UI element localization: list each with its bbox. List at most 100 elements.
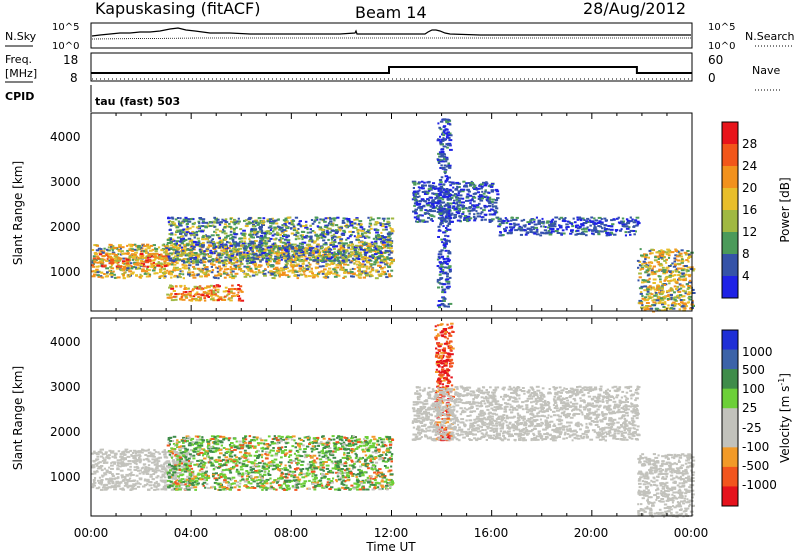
scatter-cell: [346, 220, 349, 223]
scatter-cell: [665, 258, 668, 261]
scatter-cell: [133, 256, 137, 259]
scatter-cell: [328, 253, 332, 256]
scatter-cell: [106, 454, 110, 457]
scatter-cell: [298, 267, 302, 270]
scatter-cell: [285, 274, 289, 277]
scatter-cell: [249, 267, 253, 270]
scatter-cell: [334, 271, 339, 274]
scatter-cell: [124, 271, 127, 274]
scatter-cell: [207, 290, 210, 292]
scatter-cell: [197, 267, 201, 270]
scatter-cell: [518, 225, 522, 228]
scatter-cell: [441, 241, 444, 244]
scatter-cell: [447, 228, 452, 231]
scatter-cell: [176, 471, 179, 474]
scatter-cell: [678, 252, 683, 255]
scatter-cell: [355, 236, 360, 239]
scatter-cell: [461, 201, 465, 204]
scatter-cell: [569, 222, 572, 225]
scatter-cell: [243, 219, 246, 222]
scatter-cell: [382, 228, 386, 231]
scatter-cell: [439, 191, 443, 194]
scatter-cell: [668, 274, 672, 277]
scatter-cell: [361, 233, 364, 236]
scatter-cell: [561, 232, 566, 235]
scatter-cell: [131, 258, 135, 261]
scatter-cell: [466, 189, 470, 192]
scatter-cell: [115, 267, 120, 270]
scatter-cell: [209, 259, 214, 262]
scatter-cell: [426, 204, 431, 207]
scatter-cell: [131, 486, 135, 489]
scatter-cell: [691, 268, 696, 271]
scatter-cell: [611, 225, 614, 228]
scatter-cell: [413, 202, 417, 205]
scatter-cell: [432, 205, 436, 208]
scatter-cell: [296, 274, 301, 277]
scatter-cell: [187, 260, 190, 263]
scatter-cell: [239, 256, 243, 259]
scatter-cell: [489, 185, 494, 188]
scatter-cell: [110, 259, 114, 262]
scatter-cell: [440, 148, 445, 151]
scatter-cell: [224, 218, 228, 221]
scatter-cell: [559, 225, 562, 228]
scatter-cell: [683, 302, 687, 305]
scatter-cell: [176, 248, 180, 250]
scatter-cell: [298, 248, 302, 251]
scatter-cell: [236, 294, 239, 297]
scatter-cell: [350, 272, 354, 275]
freq-label: Freq.: [5, 53, 32, 66]
power-panel: Slant Range [km] 4000 3000 2000 1000: [11, 112, 696, 313]
scatter-cell: [179, 232, 183, 235]
scatter-cell: [351, 257, 355, 260]
scatter-cell: [321, 270, 325, 273]
scatter-cell: [286, 239, 291, 242]
scatter-cell: [175, 226, 180, 229]
scatter-cell: [293, 246, 298, 249]
scatter-cell: [293, 252, 296, 255]
scatter-cell: [438, 306, 442, 309]
scatter-cell: [235, 265, 239, 268]
scatter-cell: [384, 249, 389, 252]
scatter-cell: [373, 250, 376, 253]
scatter-cell: [666, 298, 670, 300]
scatter-cell: [139, 273, 142, 276]
scatter-cell: [298, 260, 303, 263]
scatter-cell: [155, 486, 158, 489]
scatter-cell: [642, 260, 646, 263]
scatter-cell: [339, 247, 343, 249]
scatter-cell: [151, 248, 155, 251]
scatter-cell: [263, 235, 267, 238]
scatter-cell: [169, 224, 173, 227]
scatter-cell: [184, 293, 188, 296]
scatter-cell: [436, 204, 439, 207]
scatter-cell: [137, 244, 141, 247]
scatter-cell: [216, 258, 219, 261]
scatter-cell: [338, 242, 341, 244]
scatter-cell: [224, 256, 229, 259]
scatter-cell: [659, 262, 663, 265]
scatter-cell: [380, 235, 384, 237]
scatter-cell: [230, 254, 234, 257]
scatter-cell: [169, 237, 173, 240]
scatter-cell: [347, 259, 351, 262]
scatter-cell: [433, 215, 436, 218]
scatter-cell: [161, 479, 165, 482]
scatter-cell: [645, 293, 649, 296]
scatter-cell: [326, 217, 330, 220]
scatter-cell: [216, 291, 220, 294]
scatter-cell: [212, 248, 217, 250]
scatter-cell: [297, 223, 301, 225]
scatter-cell: [508, 229, 512, 232]
scatter-cell: [285, 225, 288, 228]
scatter-cell: [306, 231, 310, 234]
scatter-cell: [482, 195, 485, 198]
scatter-cell: [603, 230, 608, 233]
scatter-cell: [445, 121, 450, 124]
scatter-cell: [620, 222, 625, 224]
scatter-cell: [684, 265, 688, 267]
scatter-cell: [363, 256, 367, 258]
scatter-cell: [192, 274, 195, 277]
scatter-cell: [440, 154, 444, 157]
